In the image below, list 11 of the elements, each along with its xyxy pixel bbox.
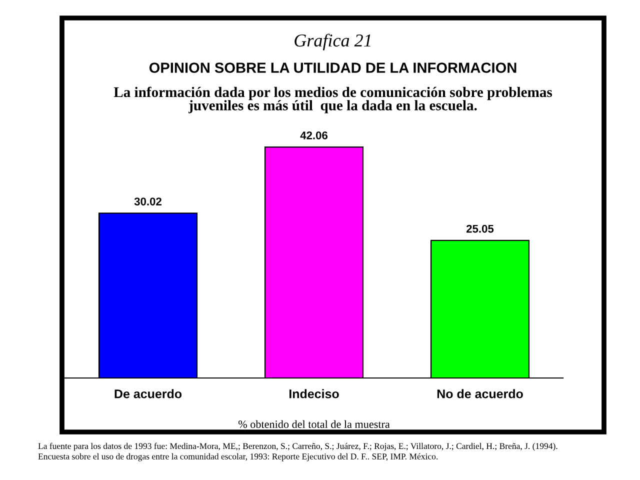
data-label: 30.02: [134, 198, 162, 206]
text: La fuente para los datos de 1993 fue: Medina-Mora, ME,; Berenzon, S.; Carreño, S.; Juárez, F.; Rojas, E.; Villatoro, J.; Cardiel, H.; Breña, J. (1994). Encuesta sobre el uso de drogas entre la comunidad escolar, 1993: Reporte Ejecutivo del D. F.. SEP, IMP. México.: [38, 442, 558, 462]
x-tick-label: De acuerdo: [114, 389, 182, 398]
chart-title: Grafica 21: [294, 34, 370, 50]
text: La información dada por los medios de comunicación sobre problemas juveniles es más útil que la dada en la escuela.: [114, 86, 552, 114]
x-tick-label: Indeciso: [289, 389, 339, 398]
data-label: 42.06: [300, 131, 328, 140]
x-tick-label: No de acuerdo: [437, 389, 523, 398]
data-label: 25.05: [466, 224, 494, 233]
chart-subtitle: OPINION SOBRE LA UTILIDAD DE LA INFORMACION: [149, 62, 516, 73]
x-axis-title: % obtenido del total de la muestra: [238, 420, 390, 428]
